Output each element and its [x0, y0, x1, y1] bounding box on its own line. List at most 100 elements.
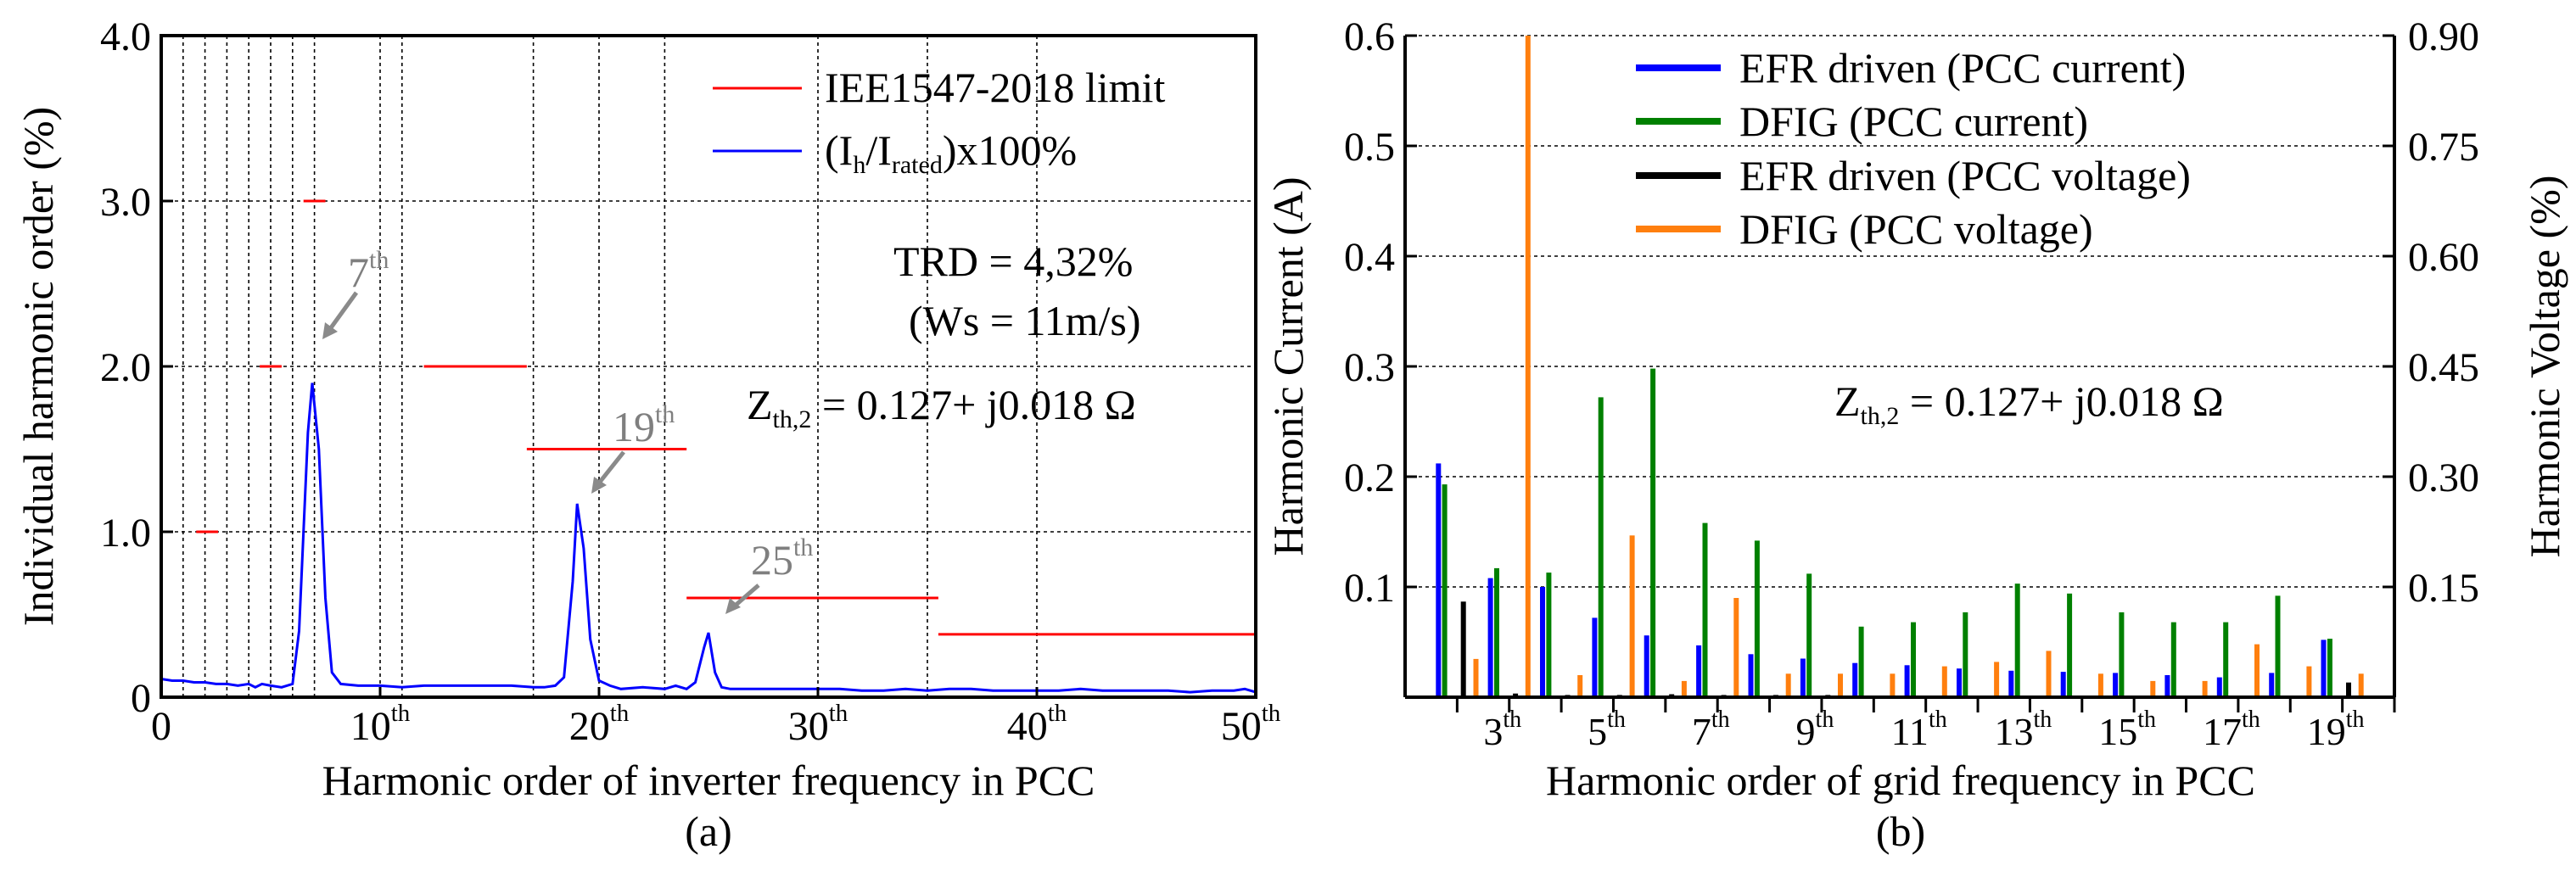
panel-a-trd-annotation: TRD = 4,32%: [893, 237, 1133, 285]
bar-efr-driven-pcc-current-h10: [1852, 662, 1858, 697]
panel-a-xtick-label-30: 30th: [788, 700, 848, 749]
panel-a-chart: 0 10th 20th 30th 40th 50th 0 1.0 2.0 3.0 4.0 IEE1…: [14, 14, 1281, 855]
bar-efr-driven-pcc-current-h11: [1904, 665, 1910, 697]
bar-dfig-pcc-voltage-h16: [2202, 680, 2208, 697]
bar-efr-driven-pcc-current-h12: [1957, 668, 1962, 697]
bar-efr-driven-pcc-current-h2: [1436, 463, 1442, 697]
panel-a-legend-current-label: (Ih/Irated)x100%: [825, 126, 1077, 179]
panel-a-y-ticks: 0 1.0 2.0 3.0 4.0: [100, 14, 173, 721]
panel-a-caption: (a): [685, 807, 732, 855]
bar-dfig-pcc-current-h7: [1702, 522, 1708, 697]
panel-b-x-axis-title: Harmonic order of grid frequency in PCC: [1546, 757, 2255, 804]
panel-b-right-tick-label-0.75: 0.75: [2408, 125, 2479, 170]
bar-efr-driven-pcc-current-h16: [2164, 675, 2170, 697]
panel-b-xtick-label-11: 11th: [1891, 707, 1947, 753]
panel-a-xtick-label-20: 20th: [569, 700, 630, 749]
bar-dfig-pcc-current-h19: [2327, 639, 2332, 697]
bar-efr-driven-pcc-current-h3: [1487, 578, 1493, 697]
bar-efr-driven-pcc-current-h19: [2321, 640, 2327, 697]
panel-b-left-tick-label-0.3: 0.3: [1344, 345, 1395, 390]
peak-arrowhead-7th: [322, 322, 338, 339]
bar-dfig-pcc-voltage-h5: [1629, 535, 1635, 697]
bar-dfig-pcc-voltage-h9: [1838, 673, 1843, 697]
bar-dfig-pcc-current-h2: [1442, 484, 1448, 697]
bar-efr-driven-pcc-voltage-h19: [2346, 682, 2351, 697]
panel-a-xtick-label-40: 40th: [1007, 700, 1067, 749]
panel-a-xtick-label-10: 10th: [350, 700, 411, 749]
panel-a-y-axis-title: Individual harmonic order (%): [14, 107, 62, 626]
peak-arrow-25th: [731, 584, 760, 609]
bar-efr-driven-pcc-current-h5: [1592, 617, 1598, 697]
panel-b-thevenin-impedance: Zth,2 = 0.127+ j0.018 Ω: [1834, 377, 2224, 430]
bar-dfig-pcc-voltage-h10: [1890, 673, 1896, 697]
bar-efr-driven-pcc-current-h4: [1540, 587, 1545, 697]
bar-efr-driven-pcc-voltage-h3: [1513, 693, 1519, 697]
panel-b-xtick-label-3: 3th: [1483, 707, 1521, 753]
panel-b-xtick-label-19: 19th: [2307, 707, 2365, 753]
bar-dfig-pcc-voltage-h19: [2358, 673, 2364, 697]
bar-dfig-pcc-current-h6: [1650, 368, 1656, 697]
panel-a-xtick-label-0: 0: [151, 704, 171, 749]
bar-dfig-pcc-voltage-h17: [2254, 644, 2260, 697]
panel-b-xtick-label-13: 13th: [1995, 707, 2052, 753]
panel-b-chart: 3th 5th 7th 9th 11th 13th 15th 17th 19th 0.1 0.2 0.…: [1264, 14, 2568, 855]
peak-arrowhead-19th: [591, 477, 607, 494]
bar-efr-driven-pcc-current-h6: [1644, 635, 1649, 697]
bar-dfig-pcc-current-h12: [1963, 612, 1968, 697]
panel-b-bars: [1436, 36, 2364, 697]
bar-dfig-pcc-current-h4: [1546, 573, 1552, 697]
bar-efr-driven-pcc-current-h8: [1748, 654, 1754, 697]
peak-arrow-19th: [596, 450, 625, 487]
bar-efr-driven-pcc-voltage-h2: [1460, 601, 1466, 697]
bar-dfig-pcc-current-h13: [2014, 584, 2020, 697]
bar-dfig-pcc-current-h14: [2067, 593, 2073, 697]
panel-b-xtick-label-15: 15th: [2098, 707, 2156, 753]
panel-b-right-tick-label-0.45: 0.45: [2408, 345, 2479, 390]
panel-b-left-tick-label-0.1: 0.1: [1344, 566, 1395, 611]
panel-b-gridlines: [1405, 35, 2394, 588]
panel-b-left-tick-label-0.6: 0.6: [1344, 14, 1395, 59]
panel-a-gridlines: [161, 36, 1256, 697]
bar-dfig-pcc-voltage-h13: [2046, 651, 2052, 697]
bar-dfig-pcc-current-h15: [2119, 612, 2125, 697]
bar-dfig-pcc-current-h16: [2170, 622, 2176, 697]
bar-efr-driven-pcc-current-h13: [2008, 670, 2014, 697]
bar-efr-driven-pcc-current-h14: [2060, 672, 2066, 697]
panel-b-xtick-label-9: 9th: [1796, 707, 1834, 753]
bar-efr-driven-pcc-current-h18: [2269, 673, 2275, 697]
panel-b-right-tick-label-0.30: 0.30: [2408, 455, 2479, 500]
bar-dfig-pcc-current-h17: [2223, 622, 2229, 697]
panel-a-thevenin-impedance: Zth,2 = 0.127+ j0.018 Ω: [747, 381, 1136, 433]
panel-a-legend-limit-label: IEE1547-2018 limit: [825, 64, 1165, 111]
panel-b-right-axis-title: Harmonic Voltage (%): [2521, 176, 2568, 558]
bar-efr-driven-pcc-current-h15: [2113, 673, 2119, 697]
bar-dfig-pcc-voltage-h3: [1525, 36, 1531, 697]
panel-a-x-ticks: 0 10th 20th 30th 40th 50th: [151, 687, 1281, 749]
panel-b-legend-dfig-current: DFIG (PCC current): [1739, 98, 2088, 145]
peak-label-19th: 19th: [613, 400, 675, 450]
peak-label-7th: 7th: [348, 246, 389, 296]
panel-b-right-tick-label-0.90: 0.90: [2408, 14, 2479, 59]
panel-b-left-axis-title: Harmonic Current (A): [1264, 176, 1312, 556]
panel-b-right-tick-label-0.60: 0.60: [2408, 235, 2479, 280]
bar-dfig-pcc-voltage-h12: [1994, 662, 2000, 697]
panel-b-caption: (b): [1876, 807, 1925, 855]
bar-dfig-pcc-current-h9: [1806, 573, 1812, 697]
panel-b-ticks: 3th 5th 7th 9th 11th 13th 15th 17th 19th 0.1 0.2 0.…: [1344, 14, 2479, 753]
bar-efr-driven-pcc-current-h7: [1696, 645, 1702, 697]
peak-arrow-7th: [325, 291, 359, 334]
panel-a-ytick-label-0: 0: [131, 676, 151, 721]
bar-efr-driven-pcc-current-h17: [2216, 677, 2222, 697]
panel-a-ytick-label-2.0: 2.0: [100, 345, 151, 390]
bar-dfig-pcc-voltage-h8: [1785, 673, 1791, 697]
bar-dfig-pcc-current-h8: [1754, 540, 1760, 697]
bar-dfig-pcc-voltage-h2: [1473, 658, 1479, 697]
bar-dfig-pcc-voltage-h15: [2150, 680, 2156, 697]
panel-b-left-tick-label-0.5: 0.5: [1344, 125, 1395, 170]
panel-a-wind-speed-annotation: (Ws = 11m/s): [909, 297, 1141, 344]
panel-b-legend-dfig-voltage: DFIG (PCC voltage): [1739, 205, 2093, 253]
panel-b-xtick-label-5: 5th: [1588, 707, 1626, 753]
bar-dfig-pcc-voltage-h11: [1941, 666, 1947, 697]
bar-dfig-pcc-voltage-h4: [1577, 675, 1583, 697]
panel-b-left-tick-label-0.4: 0.4: [1344, 235, 1395, 280]
